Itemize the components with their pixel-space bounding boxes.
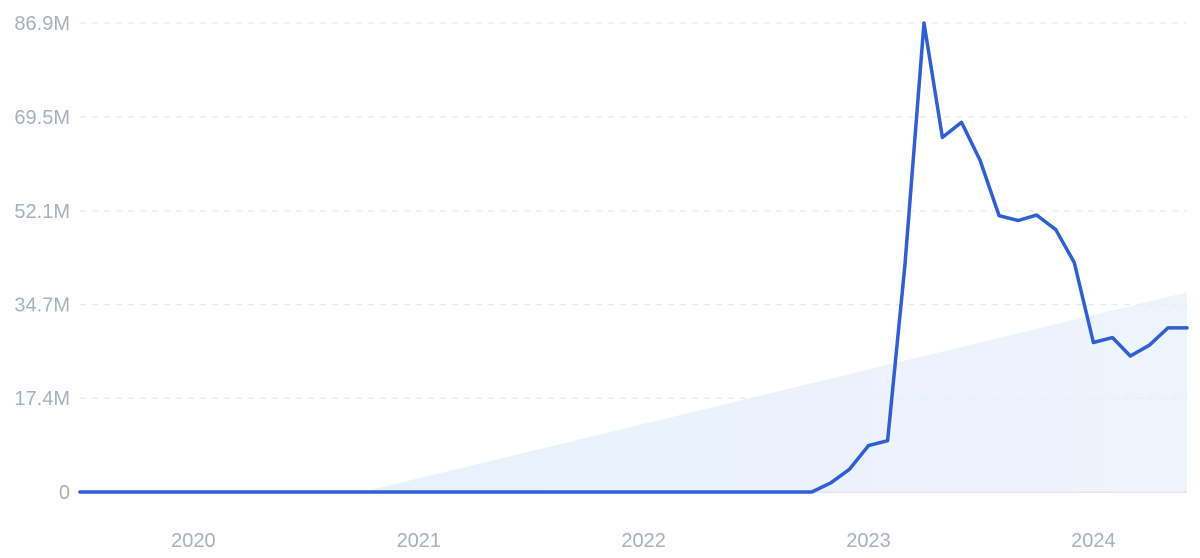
data-point bbox=[78, 490, 82, 494]
trend-area bbox=[362, 292, 1187, 492]
x-axis-ticks: 2020 2021 2022 2023 2024 bbox=[171, 530, 1116, 552]
data-point bbox=[810, 490, 814, 494]
data-point bbox=[1016, 219, 1020, 223]
data-point bbox=[1147, 343, 1151, 347]
data-point bbox=[1091, 341, 1095, 345]
data-point bbox=[1166, 326, 1170, 330]
data-point bbox=[1072, 261, 1076, 265]
x-tick-label: 2020 bbox=[171, 530, 216, 552]
y-tick-label: 86.9M bbox=[14, 13, 70, 35]
data-point bbox=[997, 214, 1001, 218]
data-point bbox=[1185, 326, 1189, 330]
series-line-group bbox=[78, 21, 1189, 494]
data-point bbox=[829, 481, 833, 485]
y-tick-label: 69.5M bbox=[14, 107, 70, 129]
y-axis-ticks: 0 17.4M 34.7M 52.1M 69.5M 86.9M bbox=[14, 13, 70, 504]
data-point bbox=[922, 21, 926, 25]
x-tick-label: 2024 bbox=[1071, 530, 1116, 552]
data-point bbox=[903, 263, 907, 267]
data-point bbox=[1035, 213, 1039, 217]
data-point bbox=[867, 444, 871, 448]
x-tick-label: 2023 bbox=[846, 530, 891, 552]
data-point bbox=[960, 120, 964, 124]
x-tick-label: 2021 bbox=[397, 530, 442, 552]
y-tick-label: 52.1M bbox=[14, 201, 70, 223]
data-point bbox=[1110, 336, 1114, 340]
data-point bbox=[1128, 354, 1132, 358]
series-line bbox=[78, 21, 1189, 494]
y-tick-label: 34.7M bbox=[14, 295, 70, 317]
y-tick-label: 0 bbox=[59, 482, 70, 504]
trend-area-fill bbox=[362, 292, 1187, 492]
x-tick-label: 2022 bbox=[621, 530, 666, 552]
y-tick-label: 17.4M bbox=[14, 388, 70, 410]
data-point bbox=[940, 135, 944, 139]
data-point bbox=[978, 158, 982, 162]
data-point bbox=[886, 439, 890, 443]
data-point bbox=[1054, 228, 1058, 232]
data-point bbox=[847, 467, 851, 471]
